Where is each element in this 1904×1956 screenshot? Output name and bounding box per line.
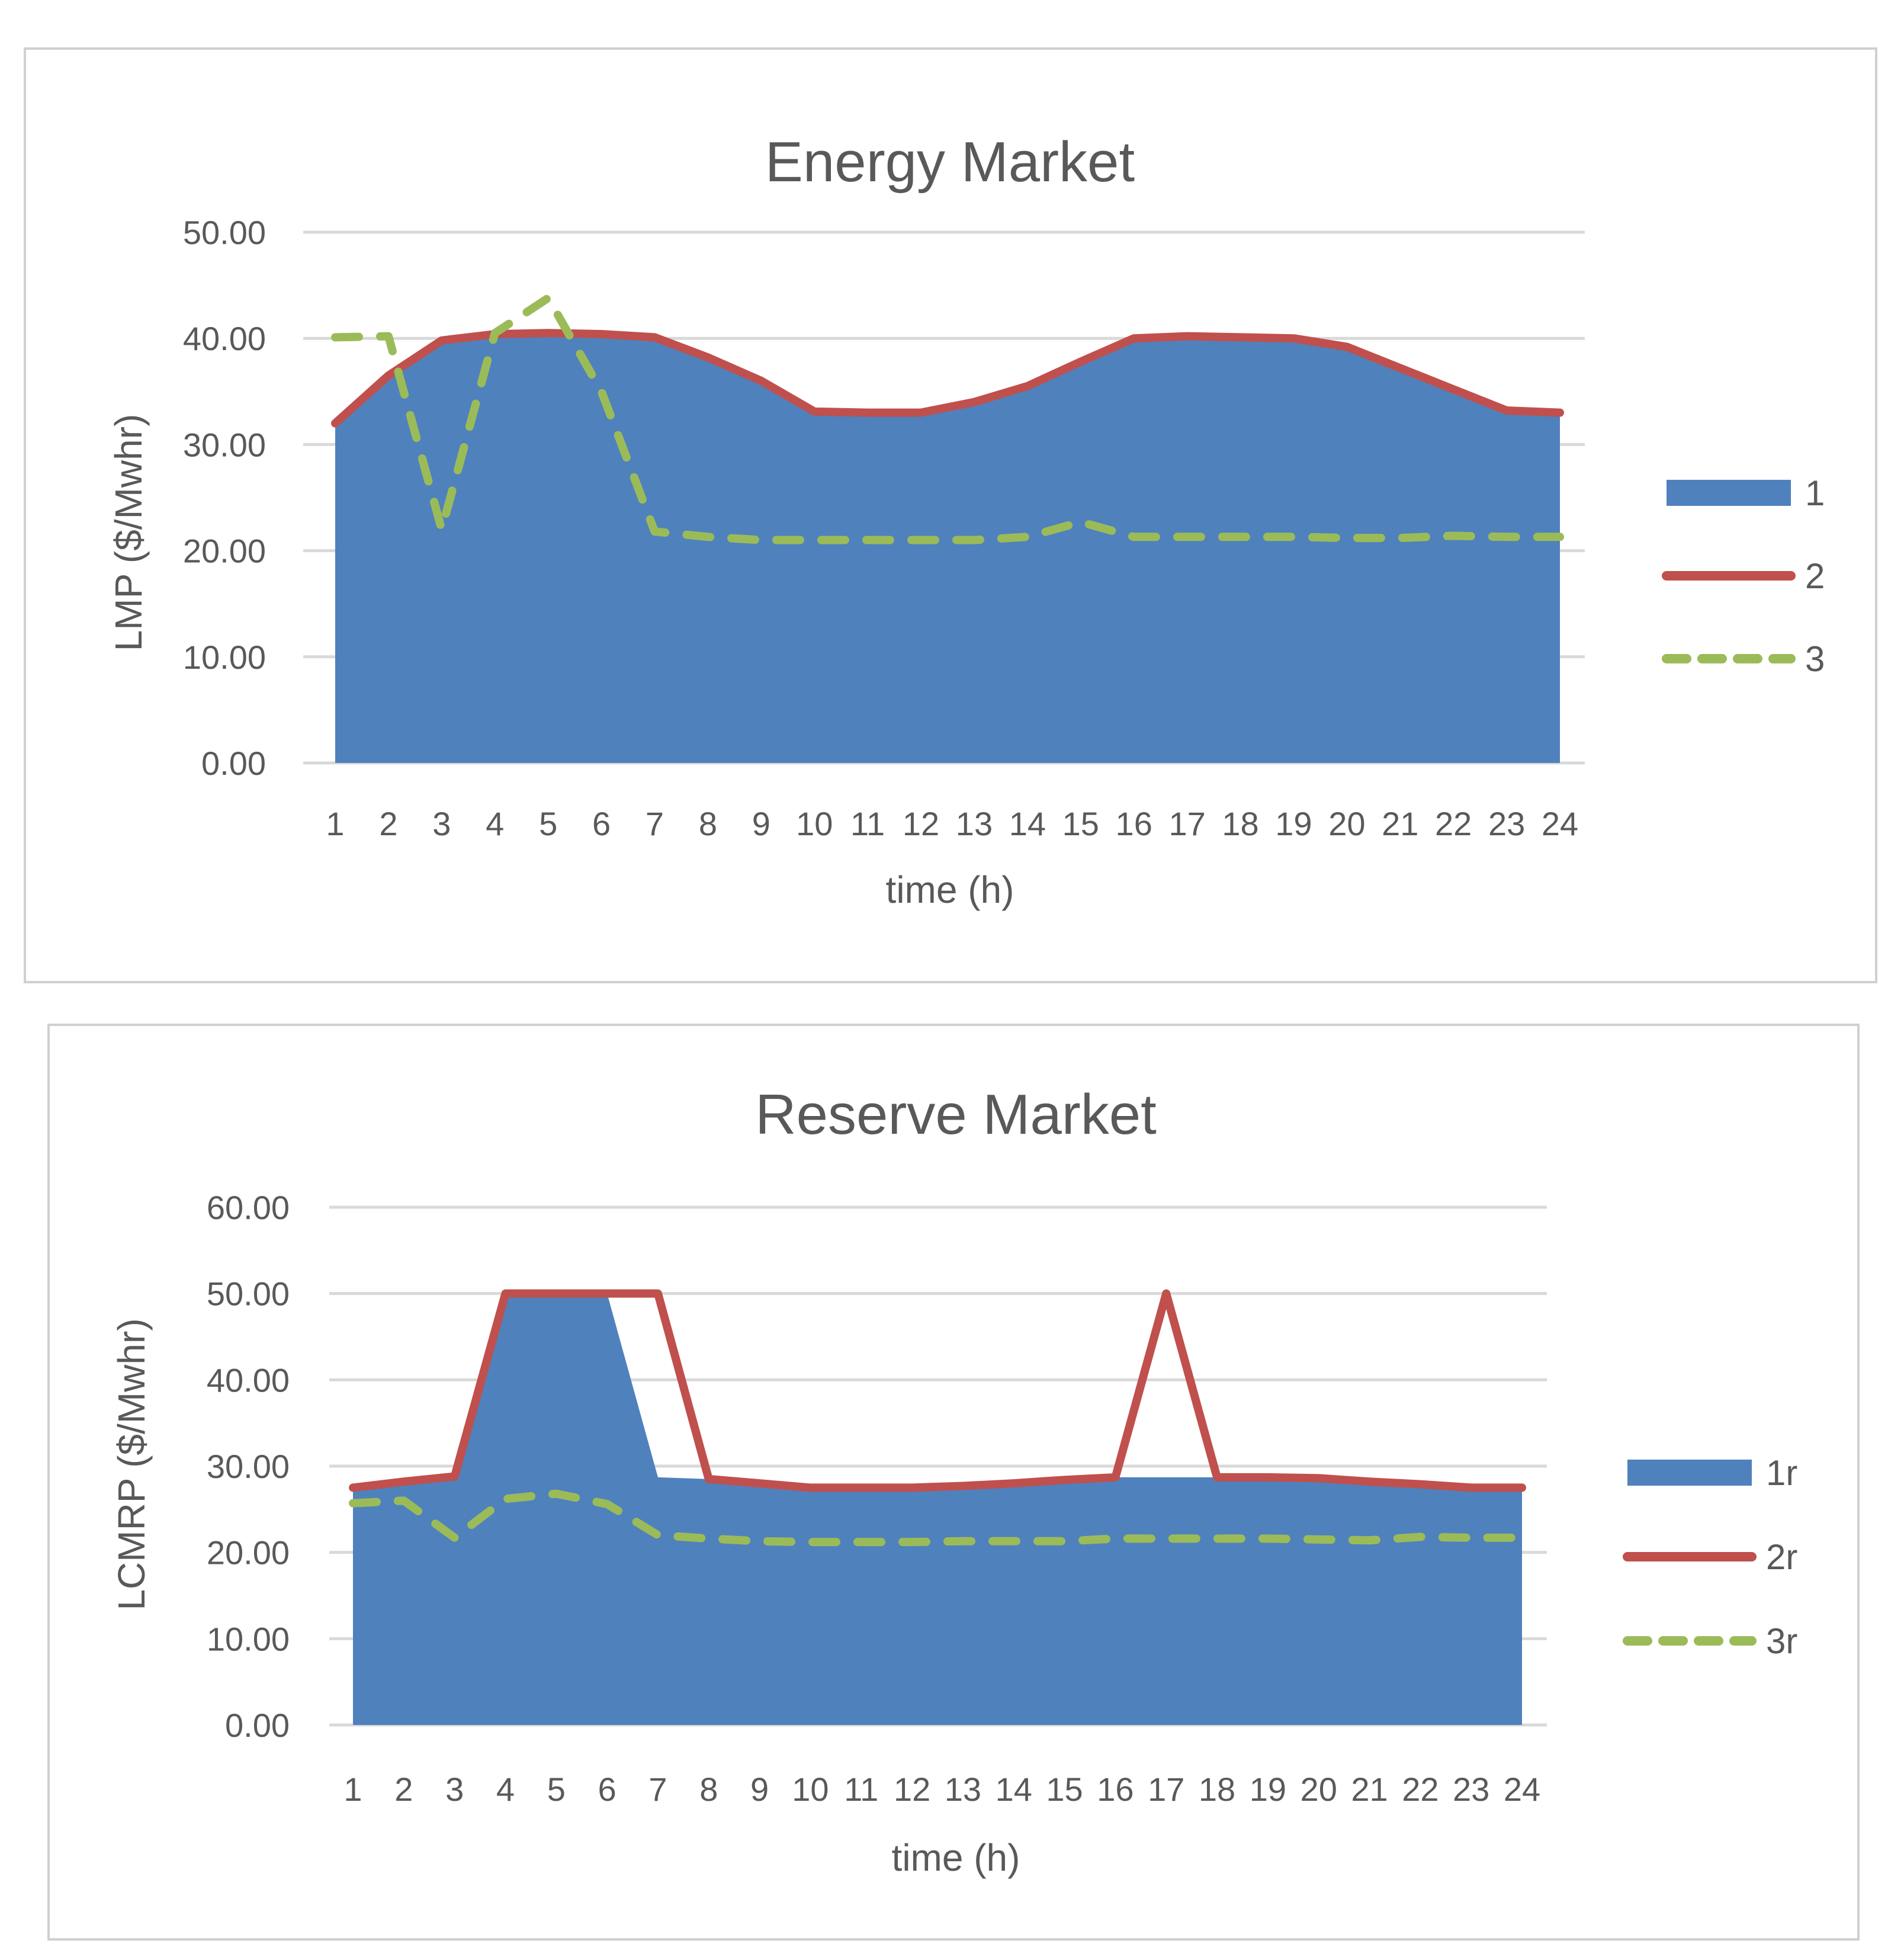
x-tick-label: 11 (844, 1771, 878, 1808)
x-tick-label: 7 (646, 805, 664, 842)
reserve-market-chart: Reserve Market 0.00 10.00 20.00 30.00 40.00 5… (47, 1024, 1860, 1941)
x-axis-title: time (h) (886, 868, 1014, 911)
x-tick-label: 13 (945, 1771, 981, 1808)
y-tick-label: 10.00 (183, 639, 266, 676)
legend-label: 2r (1766, 1537, 1797, 1577)
legend-label: 3r (1766, 1621, 1797, 1661)
x-tick-label: 4 (496, 1771, 515, 1808)
series-3r-line (349, 1489, 1526, 1547)
y-axis-title: LCMRP ($/Mwhr) (110, 1318, 153, 1610)
reserve-market-svg: Reserve Market 0.00 10.00 20.00 30.00 40.00 5… (110, 1083, 1797, 1879)
legend-label: 2 (1805, 556, 1825, 596)
y-tick-label: 30.00 (183, 426, 266, 463)
x-tick-label: 24 (1504, 1771, 1540, 1808)
x-tick-label: 8 (699, 805, 717, 842)
x-tick-label: 13 (956, 805, 993, 842)
legend-swatch (1627, 1460, 1752, 1486)
y-tick-label: 60.00 (207, 1189, 290, 1226)
x-tick-label: 16 (1116, 805, 1152, 842)
x-tick-label: 17 (1148, 1771, 1184, 1808)
x-tick-label: 23 (1453, 1771, 1489, 1808)
x-tick-label: 5 (547, 1771, 566, 1808)
y-tick-label: 0.00 (225, 1707, 290, 1744)
x-tick-label: 4 (486, 805, 504, 842)
legend-label: 1r (1766, 1453, 1797, 1493)
x-tick-label: 15 (1062, 805, 1099, 842)
x-tick-label: 6 (598, 1771, 617, 1808)
x-tick-label: 1 (343, 1771, 362, 1808)
x-tick-label: 22 (1435, 805, 1472, 842)
x-tick-label: 12 (894, 1771, 930, 1808)
y-tick-label: 10.00 (207, 1620, 290, 1657)
x-tick-label: 2 (379, 805, 397, 842)
x-tick-label: 7 (648, 1771, 667, 1808)
series-2-line (331, 329, 1564, 428)
x-tick-label: 19 (1275, 805, 1312, 842)
x-axis-title: time (h) (892, 1836, 1020, 1879)
x-tick-label: 18 (1199, 1771, 1235, 1808)
chart-title: Reserve Market (755, 1083, 1157, 1146)
x-tick-label: 15 (1046, 1771, 1083, 1808)
x-tick-label: 20 (1301, 1771, 1337, 1808)
chart-title: Energy Market (765, 130, 1135, 194)
x-tick-label: 5 (539, 805, 557, 842)
x-tick-label: 9 (752, 805, 770, 842)
energy-market-svg: Energy Market 0.00 10.00 20.00 30.00 40.00 50… (107, 130, 1825, 911)
x-tick-label: 8 (699, 1771, 718, 1808)
x-tick-label: 6 (592, 805, 611, 842)
series-1r-area (353, 1293, 1522, 1725)
x-tick-label: 19 (1250, 1771, 1286, 1808)
x-tick-label: 20 (1328, 805, 1365, 842)
x-tick-label: 3 (445, 1771, 464, 1808)
legend-swatch (1667, 480, 1791, 506)
x-tick-label: 14 (996, 1771, 1032, 1808)
x-tick-label: 21 (1382, 805, 1418, 842)
x-tick-label: 10 (792, 1771, 829, 1808)
y-tick-label: 50.00 (207, 1275, 290, 1313)
x-tick-label: 16 (1097, 1771, 1134, 1808)
y-tick-label: 40.00 (183, 320, 266, 357)
series-1-area (335, 333, 1560, 763)
series-2r-line (349, 1289, 1526, 1492)
x-tick-label: 14 (1009, 805, 1046, 842)
x-tick-label: 18 (1222, 805, 1258, 842)
y-tick-label: 20.00 (183, 533, 266, 570)
y-tick-label: 40.00 (207, 1361, 290, 1399)
x-tick-label: 24 (1542, 805, 1578, 842)
x-tick-label: 12 (903, 805, 939, 842)
x-tick-label: 21 (1351, 1771, 1388, 1808)
x-tick-label: 17 (1168, 805, 1205, 842)
series-3-line (331, 294, 1564, 544)
x-tick-label: 11 (850, 805, 885, 842)
x-tick-label: 1 (326, 805, 344, 842)
y-tick-label: 20.00 (207, 1534, 290, 1572)
y-tick-label: 30.00 (207, 1448, 290, 1485)
legend-label: 1 (1805, 473, 1825, 513)
x-tick-label: 3 (432, 805, 451, 842)
x-tick-label: 23 (1488, 805, 1525, 842)
x-tick-label: 9 (750, 1771, 769, 1808)
energy-market-chart: Energy Market 0.00 10.00 20.00 30.00 40.00 50… (24, 47, 1877, 983)
legend-label: 3 (1805, 639, 1825, 679)
y-axis-title: LMP ($/Mwhr) (107, 414, 150, 652)
y-tick-label: 50.00 (183, 214, 266, 251)
x-tick-label: 22 (1402, 1771, 1439, 1808)
x-tick-label: 2 (394, 1771, 413, 1808)
x-tick-label: 10 (796, 805, 833, 842)
y-tick-label: 0.00 (201, 745, 266, 782)
